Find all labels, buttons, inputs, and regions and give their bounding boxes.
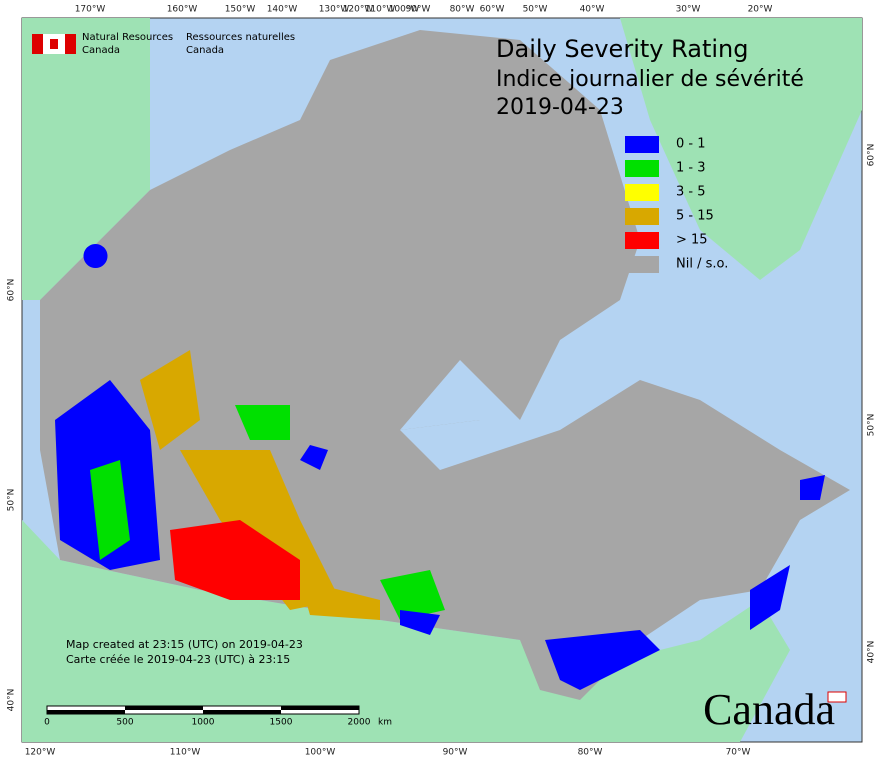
legend-swatch <box>625 232 659 249</box>
graticule-label: 160°W <box>167 5 198 15</box>
fire-patch <box>83 244 108 268</box>
graticule-label: 150°W <box>225 5 256 15</box>
legend-swatch <box>625 256 659 273</box>
agency-en-country: Canada <box>82 45 120 56</box>
graticule-label: 20°W <box>748 5 773 15</box>
legend-label: Nil / s.o. <box>676 257 728 272</box>
note: Carte créée le 2019-04-23 (UTC) à 23:15 <box>66 653 290 666</box>
graticule-label: 90°W <box>443 748 468 758</box>
flag-leaf <box>50 39 58 49</box>
graticule-label: 40°N <box>867 641 877 664</box>
graticule-label: 100°W <box>305 748 336 758</box>
land-alaska <box>22 18 150 300</box>
fire-patch <box>400 610 440 635</box>
fire-patch <box>140 350 200 450</box>
graticule-label: 40°N <box>7 689 17 712</box>
graticule-label: 80°W <box>578 748 603 758</box>
legend-label: 3 - 5 <box>676 185 706 200</box>
title: Daily Severity Rating <box>496 35 748 63</box>
scale-bar <box>46 705 360 715</box>
scale-label: 1500 <box>270 718 293 728</box>
title-fr: Indice journalier de sévérité <box>496 67 804 92</box>
graticule-label: 50°W <box>523 5 548 15</box>
fire-patch <box>90 460 130 560</box>
graticule-label: 120°W <box>25 748 56 758</box>
scale-label: 0 <box>44 718 50 728</box>
graticule-label: 30°W <box>676 5 701 15</box>
fire-patch <box>800 475 825 500</box>
graticule-label: 140°W <box>267 5 298 15</box>
graticule-label: 170°W <box>75 5 106 15</box>
fire-patch <box>170 520 300 600</box>
fire-patch <box>750 565 790 630</box>
graticule-label: 60°W <box>480 5 505 15</box>
hudson-bay <box>400 360 520 430</box>
date: 2019-04-23 <box>496 95 624 120</box>
graticule-label: 90°W <box>406 5 431 15</box>
graticule-label: 40°W <box>580 5 605 15</box>
legend-swatch <box>625 136 659 153</box>
wordmark: Canada <box>703 685 835 734</box>
land-greenland <box>620 18 862 280</box>
legend-label: 5 - 15 <box>676 209 714 224</box>
flag-band <box>65 34 76 54</box>
fire-patch <box>380 570 445 620</box>
graticule-label: 80°W <box>450 5 475 15</box>
graticule-label: 130°W <box>319 5 350 15</box>
fire-patches <box>55 244 825 690</box>
graticule-label: 60°N <box>867 144 877 167</box>
wordmark-flag <box>827 691 847 703</box>
fire-patch <box>300 580 380 620</box>
graticule-label: 50°N <box>867 414 877 437</box>
graticule-label: 100°W <box>389 5 420 15</box>
legend-label: > 15 <box>676 233 708 248</box>
agency-fr-country: Canada <box>186 45 224 56</box>
legend-label: 1 - 3 <box>676 161 706 176</box>
fire-patch <box>545 630 660 690</box>
legend-swatch <box>625 184 659 201</box>
graticule-label: 50°N <box>7 489 17 512</box>
legend-label: 0 - 1 <box>676 137 706 152</box>
agency-en: Natural Resources <box>82 32 173 43</box>
scale-label: 1000 <box>192 718 215 728</box>
land-usa <box>22 520 790 742</box>
fire-patch <box>235 405 290 440</box>
graticule-label: 110°W <box>170 748 201 758</box>
scale-label: 500 <box>116 718 133 728</box>
graticule-label: 120°W <box>343 5 374 15</box>
fire-patch <box>300 445 328 470</box>
agency-fr: Ressources naturelles <box>186 32 295 43</box>
legend-swatch <box>625 208 659 225</box>
legend-swatch <box>625 160 659 177</box>
graticule-label: 70°W <box>726 748 751 758</box>
scale-unit: km <box>378 718 392 728</box>
scale-label: 2000 <box>348 718 371 728</box>
graticule-label: 60°N <box>7 279 17 302</box>
note: Map created at 23:15 (UTC) on 2019-04-23 <box>66 638 303 651</box>
graticule-label: 110°W <box>365 5 396 15</box>
flag-band <box>32 34 43 54</box>
